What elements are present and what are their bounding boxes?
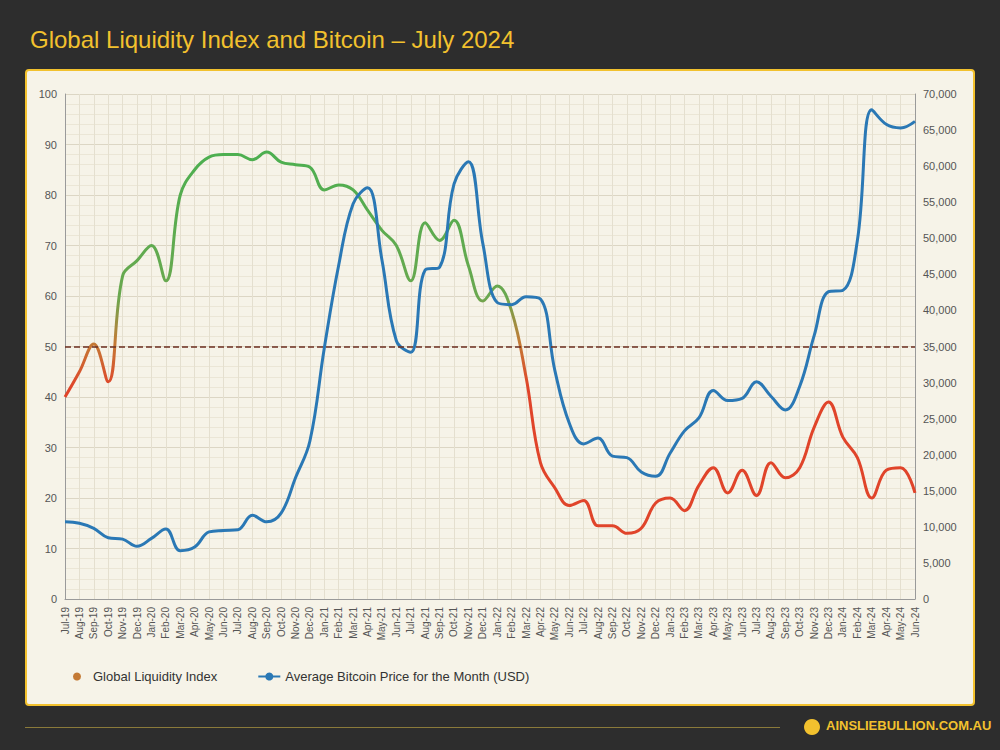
svg-text:Feb-20: Feb-20 bbox=[160, 607, 171, 639]
svg-text:Aug-22: Aug-22 bbox=[593, 607, 604, 640]
svg-text:May-21: May-21 bbox=[376, 607, 387, 641]
svg-text:Jul-22: Jul-22 bbox=[578, 607, 589, 635]
svg-text:30: 30 bbox=[45, 442, 57, 454]
svg-text:Dec-23: Dec-23 bbox=[823, 607, 834, 640]
svg-text:Dec-20: Dec-20 bbox=[304, 607, 315, 640]
svg-text:Dec-21: Dec-21 bbox=[477, 607, 488, 640]
svg-text:May-22: May-22 bbox=[549, 607, 560, 641]
svg-text:0: 0 bbox=[51, 593, 57, 605]
svg-text:10,000: 10,000 bbox=[923, 521, 957, 533]
svg-text:60: 60 bbox=[45, 290, 57, 302]
svg-text:70: 70 bbox=[45, 240, 57, 252]
svg-text:80: 80 bbox=[45, 189, 57, 201]
svg-text:Mar-23: Mar-23 bbox=[693, 607, 704, 639]
svg-text:Nov-23: Nov-23 bbox=[809, 607, 820, 640]
svg-text:Sep-22: Sep-22 bbox=[607, 607, 618, 640]
svg-text:Jan-22: Jan-22 bbox=[492, 607, 503, 638]
svg-text:25,000: 25,000 bbox=[923, 413, 957, 425]
svg-text:Nov-22: Nov-22 bbox=[636, 607, 647, 640]
svg-text:Oct-23: Oct-23 bbox=[794, 607, 805, 637]
svg-text:Jun-22: Jun-22 bbox=[564, 607, 575, 638]
svg-text:Dec-19: Dec-19 bbox=[132, 607, 143, 640]
svg-text:Jun-20: Jun-20 bbox=[218, 607, 229, 638]
svg-text:35,000: 35,000 bbox=[923, 341, 957, 353]
svg-text:50: 50 bbox=[45, 341, 57, 353]
svg-text:0: 0 bbox=[923, 593, 929, 605]
svg-text:Global Liquidity Index and Bit: Global Liquidity Index and Bitcoin – Jul… bbox=[30, 26, 514, 53]
svg-text:Oct-21: Oct-21 bbox=[448, 607, 459, 637]
svg-text:20,000: 20,000 bbox=[923, 449, 957, 461]
svg-text:Aug-23: Aug-23 bbox=[765, 607, 776, 640]
svg-text:Jan-21: Jan-21 bbox=[319, 607, 330, 638]
svg-text:Feb-24: Feb-24 bbox=[852, 607, 863, 639]
svg-text:Apr-21: Apr-21 bbox=[362, 607, 373, 637]
svg-text:60,000: 60,000 bbox=[923, 160, 957, 172]
svg-text:40: 40 bbox=[45, 391, 57, 403]
svg-text:20: 20 bbox=[45, 492, 57, 504]
svg-text:Jan-23: Jan-23 bbox=[665, 607, 676, 638]
svg-text:50,000: 50,000 bbox=[923, 232, 957, 244]
svg-text:Apr-22: Apr-22 bbox=[535, 607, 546, 637]
svg-text:Jun-21: Jun-21 bbox=[391, 607, 402, 638]
svg-text:90: 90 bbox=[45, 139, 57, 151]
svg-text:Feb-23: Feb-23 bbox=[679, 607, 690, 639]
svg-text:Mar-20: Mar-20 bbox=[175, 607, 186, 639]
svg-text:Sep-20: Sep-20 bbox=[261, 607, 272, 640]
svg-text:Jun-24: Jun-24 bbox=[910, 607, 921, 638]
svg-text:Apr-23: Apr-23 bbox=[708, 607, 719, 637]
svg-text:15,000: 15,000 bbox=[923, 485, 957, 497]
svg-text:Feb-22: Feb-22 bbox=[506, 607, 517, 639]
svg-text:Nov-20: Nov-20 bbox=[290, 607, 301, 640]
svg-text:Aug-21: Aug-21 bbox=[420, 607, 431, 640]
svg-text:May-20: May-20 bbox=[204, 607, 215, 641]
svg-text:Mar-21: Mar-21 bbox=[348, 607, 359, 639]
svg-text:Oct-19: Oct-19 bbox=[103, 607, 114, 637]
svg-text:Oct-22: Oct-22 bbox=[621, 607, 632, 637]
svg-text:55,000: 55,000 bbox=[923, 196, 957, 208]
svg-text:Apr-24: Apr-24 bbox=[881, 607, 892, 637]
svg-text:Nov-19: Nov-19 bbox=[117, 607, 128, 640]
svg-text:30,000: 30,000 bbox=[923, 377, 957, 389]
svg-text:Jan-20: Jan-20 bbox=[146, 607, 157, 638]
svg-text:May-23: May-23 bbox=[722, 607, 733, 641]
svg-text:Jun-23: Jun-23 bbox=[737, 607, 748, 638]
svg-text:45,000: 45,000 bbox=[923, 268, 957, 280]
svg-text:Average Bitcoin Price for the: Average Bitcoin Price for the Month (USD… bbox=[285, 669, 529, 684]
svg-text:Apr-20: Apr-20 bbox=[189, 607, 200, 637]
svg-text:65,000: 65,000 bbox=[923, 124, 957, 136]
svg-text:10: 10 bbox=[45, 543, 57, 555]
svg-text:Jul-20: Jul-20 bbox=[232, 607, 243, 635]
svg-text:Jul-23: Jul-23 bbox=[751, 607, 762, 635]
svg-text:Aug-20: Aug-20 bbox=[247, 607, 258, 640]
svg-text:Mar-22: Mar-22 bbox=[521, 607, 532, 639]
svg-text:Sep-23: Sep-23 bbox=[780, 607, 791, 640]
svg-text:40,000: 40,000 bbox=[923, 304, 957, 316]
svg-text:Mar-24: Mar-24 bbox=[866, 607, 877, 639]
svg-text:Aug-19: Aug-19 bbox=[74, 607, 85, 640]
svg-text:Sep-19: Sep-19 bbox=[88, 607, 99, 640]
svg-text:Jul-19: Jul-19 bbox=[60, 607, 71, 635]
svg-text:100: 100 bbox=[39, 88, 57, 100]
svg-text:Nov-21: Nov-21 bbox=[463, 607, 474, 640]
svg-text:Feb-21: Feb-21 bbox=[333, 607, 344, 639]
svg-text:70,000: 70,000 bbox=[923, 88, 957, 100]
svg-text:May-24: May-24 bbox=[895, 607, 906, 641]
svg-text:Sep-21: Sep-21 bbox=[434, 607, 445, 640]
svg-text:Jul-21: Jul-21 bbox=[405, 607, 416, 635]
svg-text:AINSLIEBULLION.COM.AU: AINSLIEBULLION.COM.AU bbox=[826, 718, 991, 733]
svg-text:Jan-24: Jan-24 bbox=[837, 607, 848, 638]
svg-text:Global Liquidity Index: Global Liquidity Index bbox=[93, 669, 218, 684]
svg-text:5,000: 5,000 bbox=[923, 557, 951, 569]
svg-text:Oct-20: Oct-20 bbox=[276, 607, 287, 637]
svg-text:Dec-22: Dec-22 bbox=[650, 607, 661, 640]
